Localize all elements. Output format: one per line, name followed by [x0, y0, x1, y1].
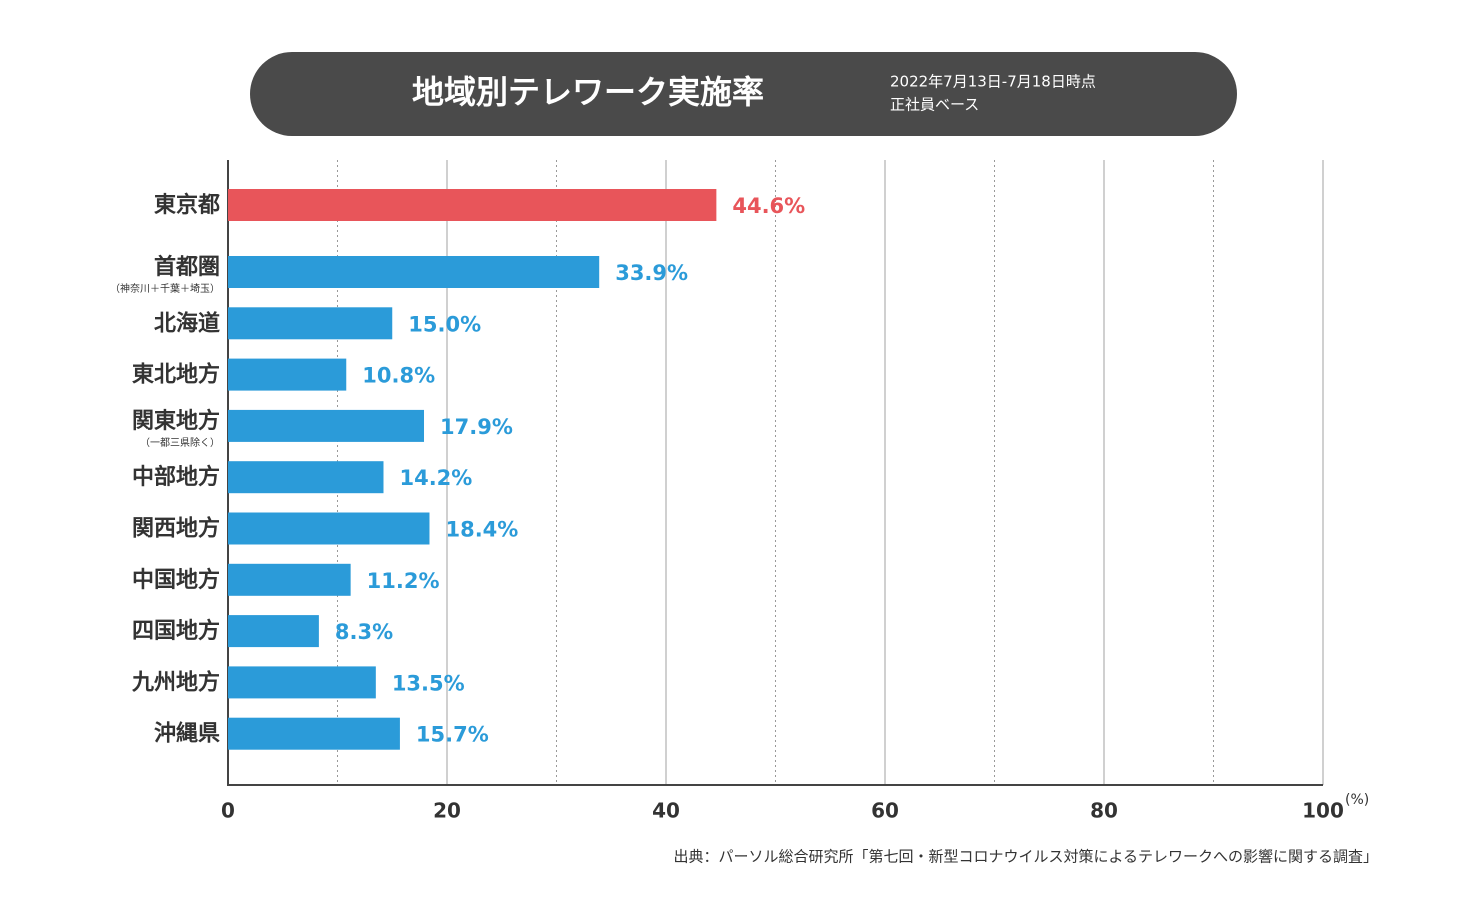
value-label: 8.3%: [335, 620, 393, 644]
x-tick-label: 80: [1090, 799, 1118, 823]
y-tick-label: 東北地方: [132, 362, 220, 388]
y-tick-label: 四国地方: [132, 618, 220, 644]
value-label: 15.7%: [416, 723, 489, 747]
x-tick-label: 100: [1302, 799, 1344, 823]
y-tick-label: 関東地方: [132, 408, 220, 434]
x-tick-label: 20: [433, 799, 461, 823]
bar: [228, 615, 319, 648]
bar: [228, 717, 400, 750]
value-label: 44.6%: [732, 194, 805, 218]
value-label: 17.9%: [440, 415, 513, 439]
value-label: 15.0%: [408, 312, 481, 336]
value-label: 33.9%: [615, 261, 688, 285]
bar: [228, 189, 717, 221]
bar: [228, 563, 351, 596]
value-label: 13.5%: [392, 671, 465, 695]
source: 出典：パーソル総合研究所「第七回・新型コロナウイルス対策によるテレワークへの影響…: [673, 848, 1378, 866]
y-tick-label: 北海道: [154, 310, 220, 336]
y-tick-label: 関西地方: [132, 516, 220, 542]
value-label: 10.8%: [362, 364, 435, 388]
value-label: 11.2%: [367, 569, 440, 593]
bar: [228, 256, 600, 288]
x-tick-label: 60: [871, 799, 899, 823]
x-unit: (%): [1345, 792, 1369, 808]
bar: [228, 512, 430, 545]
x-tick-label: 0: [221, 799, 235, 823]
y-tick-label: 東京都: [154, 192, 220, 218]
y-tick-note: （一都三県除く）: [140, 436, 220, 449]
chart-title: 地域別テレワーク実施率: [412, 73, 764, 111]
value-label: 18.4%: [445, 518, 518, 542]
bar: [228, 409, 425, 442]
subtitle: 正社員ベース: [890, 96, 979, 114]
bar: [228, 307, 393, 340]
y-tick-label: 九州地方: [131, 669, 220, 695]
value-label: 14.2%: [399, 466, 472, 490]
y-tick-label: 中国地方: [132, 567, 220, 593]
x-tick-label: 40: [652, 799, 680, 823]
subtitle: 2022年7月13日-7月18日時点: [890, 73, 1096, 91]
y-tick-label: 中部地方: [132, 464, 220, 490]
bar: [228, 358, 347, 391]
bar: [228, 461, 384, 494]
y-tick-label: 首都圏: [154, 254, 220, 280]
bar: [228, 666, 376, 699]
y-tick-note: （神奈川＋千葉＋埼玉）: [110, 282, 220, 295]
title-banner: [250, 52, 1237, 136]
y-tick-label: 沖縄県: [154, 722, 220, 747]
